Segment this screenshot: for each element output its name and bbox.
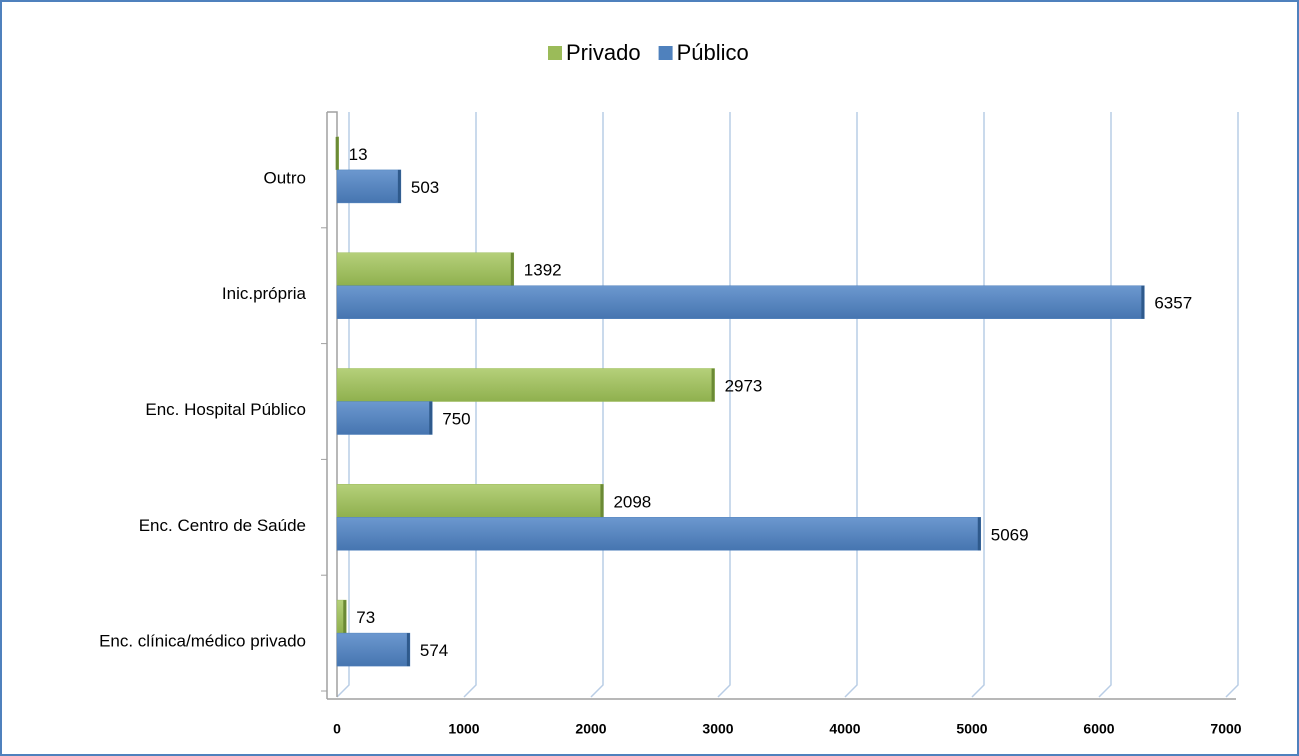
bar-side <box>335 136 339 170</box>
x-tick-label: 1000 <box>448 721 479 737</box>
value-label: 574 <box>420 641 448 660</box>
y-tick-label: Inic.própria <box>222 284 307 303</box>
legend-label: Privado <box>566 40 641 65</box>
value-label: 2973 <box>725 376 763 395</box>
y-tick-label: Outro <box>263 168 306 187</box>
x-tick-label: 6000 <box>1083 721 1114 737</box>
legend-label: Público <box>677 40 749 65</box>
grid-line <box>1225 112 1239 698</box>
bar-side <box>1141 285 1145 319</box>
value-label: 1392 <box>524 261 562 280</box>
bar-side <box>510 252 514 286</box>
bar <box>336 169 402 204</box>
bar <box>336 517 982 551</box>
bar-side <box>343 600 347 634</box>
bar-side <box>397 169 401 203</box>
x-tick-label: 0 <box>333 721 341 737</box>
legend-swatch <box>548 46 562 60</box>
bar-side <box>600 484 604 518</box>
bar <box>336 401 433 435</box>
bar <box>336 632 411 667</box>
bar <box>336 252 515 286</box>
bar-side <box>977 517 981 551</box>
bar <box>336 368 715 402</box>
value-label: 5069 <box>991 525 1029 544</box>
value-label: 13 <box>349 145 368 164</box>
value-label: 750 <box>442 409 470 428</box>
y-tick-label: Enc. Centro de Saúde <box>139 516 306 535</box>
bar <box>336 484 604 518</box>
x-tick-label: 2000 <box>575 721 606 737</box>
legend: Privado Público <box>548 40 749 65</box>
legend-swatch <box>658 46 673 60</box>
x-tick-label: 5000 <box>956 721 987 737</box>
x-tick-label: 3000 <box>702 721 733 737</box>
y-tick-label: Enc. Hospital Público <box>145 400 306 419</box>
x-tick-label: 7000 <box>1210 721 1241 737</box>
value-label: 503 <box>411 178 439 197</box>
y-tick-label: Enc. clínica/médico privado <box>99 632 306 651</box>
x-tick-label: 4000 <box>829 721 860 737</box>
bar-side <box>429 401 433 435</box>
bar <box>336 285 1145 319</box>
bar-side <box>711 368 715 402</box>
value-label: 6357 <box>1154 294 1192 313</box>
value-label: 73 <box>356 608 375 627</box>
value-label: 2098 <box>613 492 651 511</box>
bar-side <box>406 633 410 667</box>
